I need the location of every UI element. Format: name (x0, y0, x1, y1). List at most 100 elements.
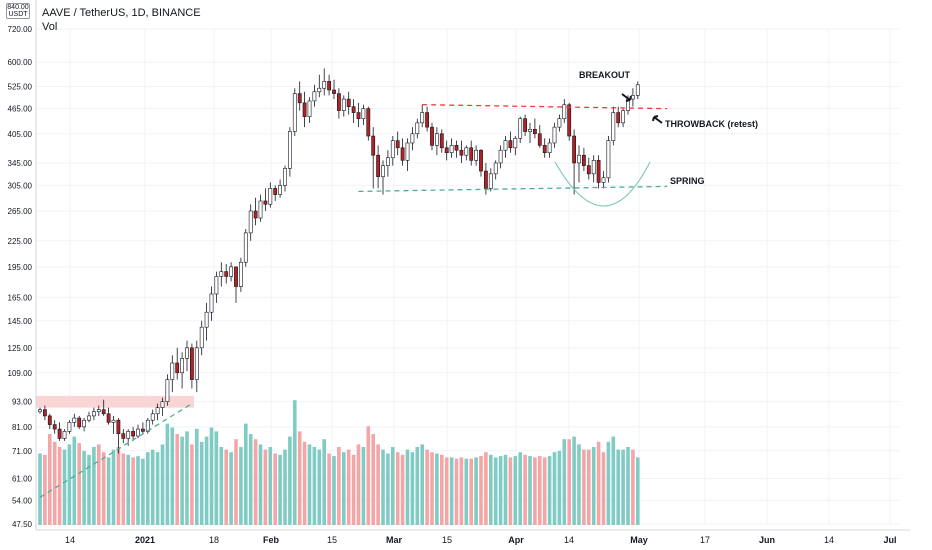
candle-body (292, 93, 297, 132)
volume-bar (440, 454, 444, 525)
candle-body (459, 149, 464, 156)
candle-body (150, 413, 155, 421)
y-tick-label: 720.00 (8, 25, 33, 34)
volume-bar (498, 456, 503, 525)
candle-body (361, 108, 366, 119)
candle-body (141, 428, 145, 432)
y-tick-label: 93.00 (12, 398, 33, 407)
volume-bar (518, 452, 522, 525)
candle-body (430, 126, 434, 146)
candle-body (204, 311, 209, 328)
zone-layer (36, 395, 194, 408)
candle-body (434, 133, 439, 146)
volume-bar (454, 458, 459, 525)
candle-body (376, 154, 381, 177)
volume-bar (337, 447, 341, 525)
candle-body (518, 118, 523, 139)
throwback-annotation: THROWBACK (retest) (665, 119, 758, 129)
volume-bar (342, 452, 346, 525)
candle-body (400, 147, 405, 161)
volume-bar (43, 454, 47, 525)
volume-bar (616, 449, 620, 525)
volume-bar (528, 456, 532, 525)
volume-bar (474, 457, 478, 525)
x-tick-label: 17 (700, 535, 710, 545)
volume-bar (229, 452, 233, 525)
volume-bar (293, 400, 297, 525)
volume-bar (258, 444, 263, 525)
candle-body (483, 170, 488, 189)
x-tick-label: May (630, 535, 648, 545)
candle-body (92, 411, 96, 417)
volume-bar (395, 452, 400, 525)
candle-body (317, 87, 322, 93)
x-tick-label: 14 (564, 535, 574, 545)
volume-bar (165, 423, 170, 525)
x-tick-label: 2021 (135, 535, 155, 545)
candle-body (47, 415, 52, 425)
volume-bar (567, 439, 571, 525)
volume-bar (239, 447, 243, 525)
candle-body (410, 133, 415, 144)
candle-body (528, 129, 532, 132)
candle-body (214, 276, 219, 295)
candle-body (366, 108, 371, 137)
candle-body (616, 112, 621, 124)
candle-body (405, 142, 410, 161)
candle-body (532, 129, 537, 135)
candle-body (503, 140, 508, 151)
candle-body (390, 140, 395, 159)
candle-body (474, 149, 479, 161)
candle-body (572, 135, 577, 164)
volume-bar (449, 457, 454, 525)
volume-bar (356, 444, 361, 525)
candle-body (586, 165, 591, 175)
volume-bar (136, 456, 140, 525)
candle-body (283, 168, 287, 186)
volume-bar (38, 453, 42, 525)
candle-body (493, 162, 498, 175)
candle-body (106, 413, 111, 423)
candle-body (488, 173, 493, 189)
candle-body (635, 84, 640, 96)
candle-body (190, 347, 194, 380)
volume-bar (170, 427, 175, 525)
candle-body (248, 210, 253, 234)
y-tick-label: 61.00 (12, 474, 33, 483)
volume-bar (636, 457, 640, 525)
candle-body (523, 118, 528, 132)
volume-bar (199, 441, 204, 525)
volume-bar (464, 458, 469, 525)
candle-body (606, 140, 611, 179)
candle-body (111, 419, 116, 423)
volume-bar (224, 449, 228, 525)
y-tick-label: 525.00 (8, 83, 33, 92)
unit-top-label: 840.00 (7, 4, 29, 11)
volume-bar (542, 457, 547, 525)
volume-bar (72, 436, 77, 525)
candle-body (621, 110, 626, 124)
volume-bar (493, 457, 498, 525)
spring-curve (554, 161, 651, 207)
y-tick-label: 145.00 (8, 317, 33, 326)
volume-bar (175, 434, 179, 525)
candle-body (381, 165, 385, 177)
price-axis: 720.00 600.00 525.00 465.00 405.00 345.00 305.… (8, 0, 37, 530)
candle-body (229, 266, 234, 277)
candle-body (611, 112, 616, 141)
candle-body (160, 401, 165, 408)
volume-bar (97, 444, 101, 525)
volume-bar (234, 439, 238, 525)
volume-bar (62, 449, 67, 525)
x-tick-label: Feb (263, 535, 280, 545)
volume-bar (366, 426, 371, 525)
volume-bar (307, 444, 312, 525)
candle-body (356, 112, 361, 119)
volume-bar (273, 453, 277, 525)
candle-body (371, 135, 376, 156)
volume-bar (425, 449, 429, 525)
volume-indicator-label: Vol (42, 21, 58, 33)
volume-bar (631, 449, 635, 525)
volume-bar (533, 457, 537, 525)
